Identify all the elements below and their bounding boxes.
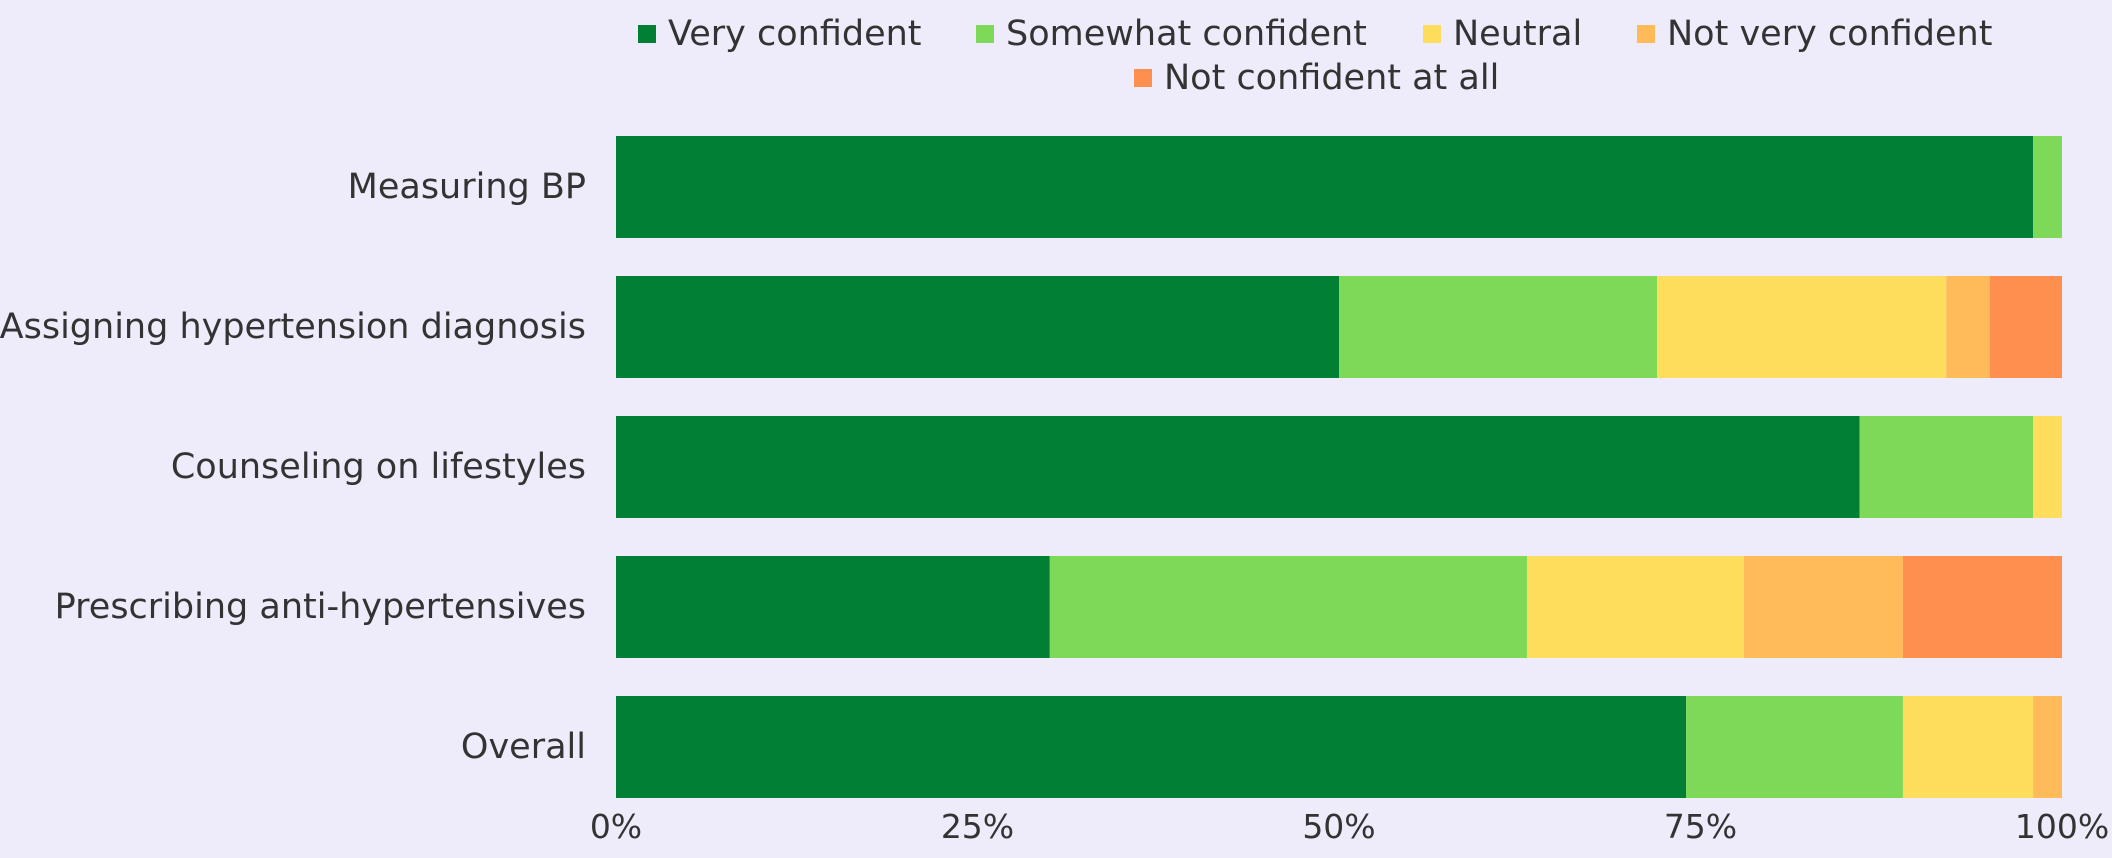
category-labels: Measuring BP Assigning hypertension diagn… [0, 167, 586, 767]
bar-segment-prescribing-anti-hypertensives-very-confident [616, 556, 1050, 658]
legend-label-not-confident-at-all: Not confident at all [1164, 58, 1499, 98]
bar-segment-overall-somewhat-confident [1686, 696, 1903, 798]
bar-row-prescribing-anti-hypertensives [616, 556, 2062, 658]
legend-swatch-somewhat-confident [976, 25, 994, 43]
bar-segment-counseling-on-lifestyles-somewhat-confident [1859, 416, 2034, 518]
bar-segment-assigning-hypertension-diagnosis-neutral [1657, 276, 1947, 378]
bar-row-counseling-on-lifestyles [616, 416, 2062, 518]
bar-row-overall [616, 696, 2062, 798]
legend-swatch-not-confident-at-all [1134, 69, 1152, 87]
legend-item-very-confident: Very confident [638, 14, 922, 54]
legend-item-not-very-confident: Not very confident [1637, 14, 1992, 54]
bar-segment-measuring-bp-very-confident [616, 136, 2034, 238]
x-tick-label-50pct: 50% [1302, 807, 1375, 846]
bar-row-assigning-hypertension-diagnosis [616, 276, 2062, 378]
legend-label-very-confident: Very confident [668, 14, 922, 54]
legend-label-neutral: Neutral [1453, 14, 1582, 54]
x-tick-label-0pct: 0% [590, 807, 642, 846]
bar-segment-counseling-on-lifestyles-neutral [2033, 416, 2062, 518]
legend-item-somewhat-confident: Somewhat confident [976, 14, 1367, 54]
bar-segment-assigning-hypertension-diagnosis-somewhat-confident [1339, 276, 1658, 378]
x-tick-label-75pct: 75% [1664, 807, 1737, 846]
bar-segment-overall-very-confident [616, 696, 1687, 798]
legend: Very confident Somewhat confident Neutral N… [638, 14, 1992, 98]
bar-segment-assigning-hypertension-diagnosis-not-very-confident [1946, 276, 1990, 378]
bar-segment-counseling-on-lifestyles-very-confident [616, 416, 1860, 518]
legend-label-somewhat-confident: Somewhat confident [1006, 14, 1367, 54]
legend-swatch-not-very-confident [1637, 25, 1655, 43]
category-label-prescribing-anti-hypertensives: Prescribing anti-hypertensives [55, 587, 586, 627]
bar-segment-prescribing-anti-hypertensives-not-confident-at-all [1902, 556, 2062, 658]
bars [616, 136, 2062, 798]
x-tick-label-25pct: 25% [941, 807, 1014, 846]
x-axis-ticks: 0% 25% 50% 75% 100% [590, 807, 2109, 846]
category-label-counseling-on-lifestyles: Counseling on lifestyles [171, 447, 586, 487]
bar-segment-prescribing-anti-hypertensives-neutral [1526, 556, 1744, 658]
x-tick-label-100pct: 100% [2015, 807, 2109, 846]
legend-label-not-very-confident: Not very confident [1667, 14, 1992, 54]
bar-segment-prescribing-anti-hypertensives-somewhat-confident [1049, 556, 1527, 658]
legend-item-neutral: Neutral [1423, 14, 1582, 54]
legend-swatch-very-confident [638, 25, 656, 43]
bar-segment-assigning-hypertension-diagnosis-not-confident-at-all [1989, 276, 2062, 378]
bar-segment-assigning-hypertension-diagnosis-very-confident [616, 276, 1339, 378]
category-label-overall: Overall [461, 727, 586, 767]
bar-segment-prescribing-anti-hypertensives-not-very-confident [1743, 556, 1903, 658]
bar-segment-overall-not-very-confident [2033, 696, 2062, 798]
bar-segment-overall-neutral [1902, 696, 2034, 798]
bar-segment-measuring-bp-somewhat-confident [2033, 136, 2062, 238]
legend-swatch-neutral [1423, 25, 1441, 43]
bar-row-measuring-bp [616, 136, 2062, 238]
category-label-measuring-bp: Measuring BP [348, 167, 586, 207]
legend-item-not-confident-at-all: Not confident at all [1134, 58, 1499, 98]
category-label-assigning-hypertension-diagnosis: Assigning hypertension diagnosis [0, 307, 586, 347]
